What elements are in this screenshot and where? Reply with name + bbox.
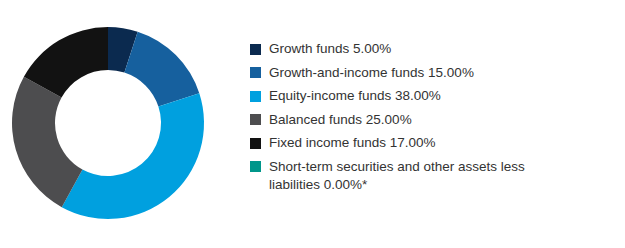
legend-value: 5.00% xyxy=(353,41,391,56)
legend-swatch xyxy=(250,67,261,78)
legend-swatch xyxy=(250,161,261,172)
legend-label: Growth funds xyxy=(269,41,349,56)
legend-text: Equity-income funds 38.00% xyxy=(269,87,564,105)
legend-entry: Balanced funds 25.00% xyxy=(250,111,570,129)
legend-entry: Equity-income funds 38.00% xyxy=(250,87,570,105)
legend-swatch xyxy=(250,91,261,102)
legend-entry: Fixed income funds 17.00% xyxy=(250,134,570,152)
legend-entry: Growth funds 5.00% xyxy=(250,40,570,58)
legend-text: Fixed income funds 17.00% xyxy=(269,134,564,152)
legend-entry: Short-term securities and other assets l… xyxy=(250,158,570,194)
slice xyxy=(124,32,199,107)
legend-label: Balanced funds xyxy=(269,112,362,127)
legend-text: Growth-and-income funds 15.00% xyxy=(269,64,564,82)
legend-entry: Growth-and-income funds 15.00% xyxy=(250,64,570,82)
legend-label: Growth-and-income funds xyxy=(269,65,424,80)
legend-text: Growth funds 5.00% xyxy=(269,40,564,58)
slice xyxy=(24,27,108,97)
legend-value: 0.00%* xyxy=(324,177,368,192)
legend-text: Short-term securities and other assets l… xyxy=(269,158,564,194)
legend: Growth funds 5.00% Growth-and-income fund… xyxy=(250,40,570,199)
legend-value: 17.00% xyxy=(390,135,436,150)
legend-text: Balanced funds 25.00% xyxy=(269,111,564,129)
slice xyxy=(108,27,109,70)
slice xyxy=(12,77,82,207)
legend-value: 38.00% xyxy=(395,88,441,103)
donut xyxy=(12,27,204,219)
legend-label: Equity-income funds xyxy=(269,88,391,103)
legend-value: 25.00% xyxy=(366,112,412,127)
legend-value: 15.00% xyxy=(428,65,474,80)
legend-swatch xyxy=(250,44,261,55)
legend-label: Short-term securities and other assets l… xyxy=(269,159,525,192)
legend-swatch xyxy=(250,114,261,125)
legend-swatch xyxy=(250,138,261,149)
slice xyxy=(62,93,204,219)
legend-label: Fixed income funds xyxy=(269,135,386,150)
